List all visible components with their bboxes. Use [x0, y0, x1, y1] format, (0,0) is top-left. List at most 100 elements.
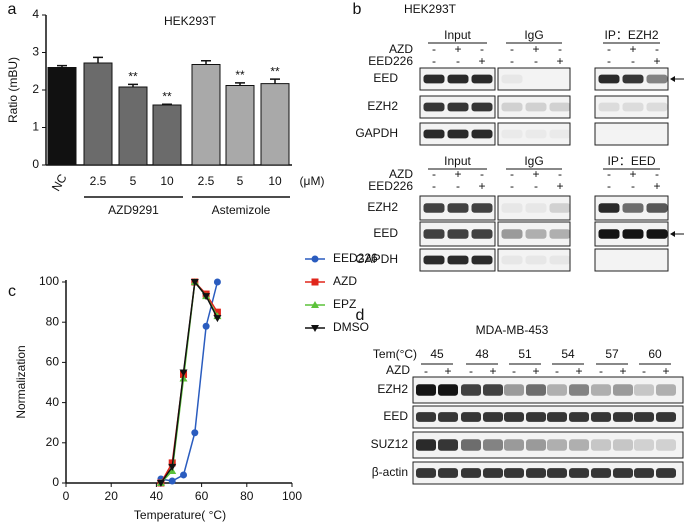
blot-band	[504, 412, 524, 422]
temperature: 48	[475, 347, 489, 361]
treatment-sign: -	[631, 179, 635, 193]
y-tick-label: 60	[46, 355, 60, 369]
x-tick-label: 100	[282, 489, 302, 503]
blot-band	[598, 203, 620, 213]
treatment-sign: +	[653, 54, 660, 68]
blot-band	[471, 255, 493, 265]
blot-band	[447, 229, 469, 239]
temperature: 60	[648, 347, 662, 361]
treatment-sign: -	[599, 364, 603, 378]
treatment-sign: -	[510, 167, 514, 181]
treatment-sign: -	[432, 167, 436, 181]
bar	[191, 64, 221, 166]
blot-band	[423, 102, 445, 112]
blot-band	[591, 468, 611, 478]
legend-label: EED226	[333, 251, 378, 265]
series-line	[160, 281, 219, 482]
blot-band	[598, 74, 620, 84]
significance-label: **	[162, 89, 172, 103]
treatment-label: EED226	[368, 179, 413, 193]
blot-band	[656, 439, 676, 451]
blot-band	[526, 75, 547, 84]
treatment-sign: -	[480, 42, 484, 56]
temperature: 45	[430, 347, 444, 361]
point	[156, 480, 165, 487]
treatment-sign: -	[558, 167, 562, 181]
legend-label: AZD	[333, 274, 357, 288]
blot-band	[550, 75, 571, 84]
significance-label: **	[235, 68, 245, 82]
blot-band	[549, 102, 571, 112]
treatment-sign: -	[558, 42, 562, 56]
row-label: GAPDH	[355, 252, 398, 266]
row-label: GAPDH	[355, 126, 398, 140]
x-axis-label: Temperature( °C)	[134, 508, 226, 522]
legend-label: EPZ	[333, 297, 356, 311]
blot-band	[461, 439, 481, 451]
treatment-sign: -	[655, 42, 659, 56]
blot-band	[447, 102, 469, 112]
blot-box	[594, 248, 669, 272]
blot-band	[471, 74, 493, 84]
blot-band	[569, 384, 589, 396]
blot-band	[447, 74, 469, 84]
group-label: Input	[444, 28, 471, 42]
point	[213, 278, 221, 286]
treatment-label: EED226	[368, 54, 413, 68]
treatment-sign: -	[642, 364, 646, 378]
blot-band	[483, 468, 503, 478]
blot-band	[634, 412, 654, 422]
blot-band	[438, 384, 458, 396]
treatment-sign: -	[432, 42, 436, 56]
blot-band	[549, 203, 571, 213]
x-tick-label: 20	[105, 489, 119, 503]
blot-band	[634, 468, 654, 478]
y-tick-label: 0	[52, 475, 59, 489]
point	[191, 429, 199, 437]
blot-band	[569, 412, 589, 422]
bar	[47, 67, 77, 166]
blot-band	[634, 439, 654, 451]
row-label: EZH2	[367, 99, 398, 113]
point	[180, 471, 188, 479]
blot-band	[471, 129, 493, 139]
treatment-sign: -	[456, 54, 460, 68]
treatment-sign: -	[607, 54, 611, 68]
blot-band	[525, 255, 547, 265]
blot-band	[656, 384, 676, 396]
blot-band	[591, 439, 611, 451]
blot-band	[599, 256, 620, 265]
point	[213, 315, 222, 323]
y-tick-label: 4	[32, 7, 39, 21]
blot-band	[613, 439, 633, 451]
treatment-sign: -	[655, 167, 659, 181]
panel-label: a	[8, 1, 17, 18]
blot-band	[423, 229, 445, 239]
y-tick-label: 80	[46, 314, 60, 328]
bar	[260, 83, 290, 166]
treatment-sign: +	[556, 179, 563, 193]
row-label: EED	[383, 409, 408, 423]
treatment-sign: -	[432, 54, 436, 68]
arrow-head	[670, 76, 675, 82]
blot-box	[594, 122, 669, 146]
blot-band	[647, 256, 668, 265]
row-label: EED	[373, 71, 398, 85]
significance-label: **	[270, 64, 280, 78]
group-label: IP：EZH2	[604, 28, 658, 42]
group-label: IgG	[524, 154, 543, 168]
treatment-sign: -	[432, 179, 436, 193]
x-tick-label: 40	[150, 489, 164, 503]
treatment-label: AZD	[389, 42, 413, 56]
temperature: 57	[605, 347, 619, 361]
blot-band	[461, 384, 481, 396]
point	[168, 463, 177, 471]
blot-band	[501, 102, 523, 112]
blot-band	[416, 412, 436, 422]
blot-band	[447, 129, 469, 139]
blot-title: HEK293T	[404, 2, 457, 16]
row-label: β-actin	[372, 465, 408, 479]
legend-marker	[311, 301, 319, 308]
row-label: EZH2	[377, 382, 408, 396]
